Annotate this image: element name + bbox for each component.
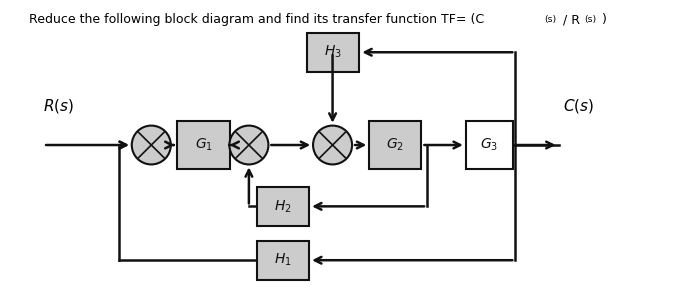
Text: $H_1$: $H_1$ [274,252,292,268]
Text: $G_2$: $G_2$ [386,137,405,153]
Text: (s): (s) [545,15,556,24]
FancyBboxPatch shape [177,121,230,169]
Ellipse shape [230,126,268,164]
Ellipse shape [313,126,352,164]
Ellipse shape [132,126,171,164]
FancyBboxPatch shape [257,241,309,280]
Text: $H_3$: $H_3$ [324,44,342,60]
Text: / R: / R [564,13,580,26]
Text: Reduce the following block diagram and find its transfer function TF= (C: Reduce the following block diagram and f… [29,13,484,26]
FancyBboxPatch shape [307,33,359,72]
Text: ): ) [603,13,608,26]
FancyBboxPatch shape [257,187,309,226]
Text: $G_3$: $G_3$ [480,137,498,153]
FancyBboxPatch shape [466,121,513,169]
Text: (s): (s) [584,15,596,24]
Text: $G_1$: $G_1$ [195,137,213,153]
Text: $R(s)$: $R(s)$ [43,97,74,115]
FancyBboxPatch shape [369,121,421,169]
Text: $H_2$: $H_2$ [274,198,292,214]
Text: $C(s)$: $C(s)$ [563,97,594,115]
